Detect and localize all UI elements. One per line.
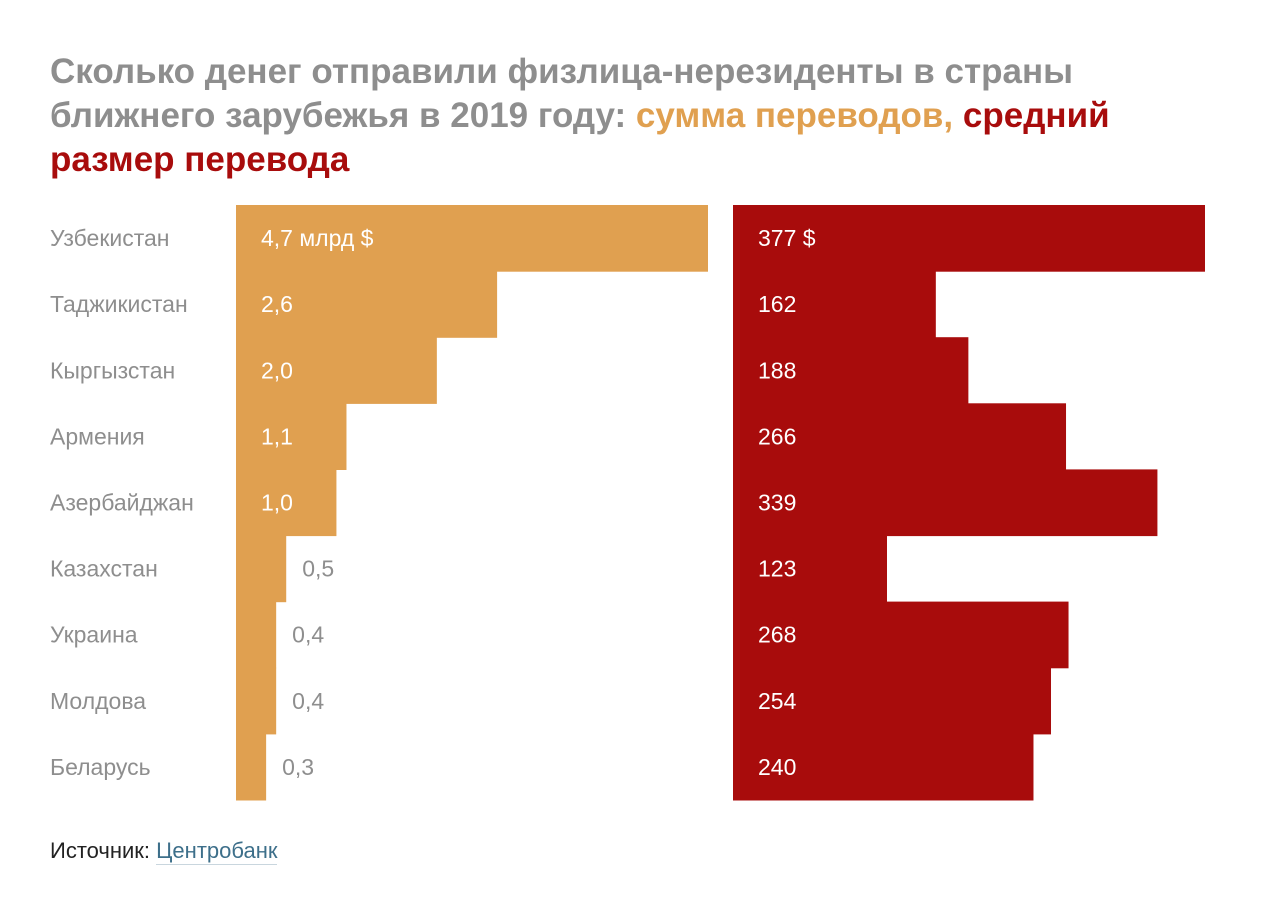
category-label: Кыргызстан — [50, 357, 175, 383]
category-label: Украина — [50, 622, 138, 648]
average-bar — [733, 733, 1034, 801]
average-bar — [733, 601, 1069, 669]
average-value-label: 123 — [758, 556, 796, 582]
average-value-label: 268 — [758, 622, 796, 648]
amount-value-label: 1,1 — [261, 423, 293, 449]
average-bar — [733, 271, 936, 338]
average-value-label: 188 — [758, 357, 796, 383]
average-value-label: 240 — [758, 754, 796, 780]
average-value-label: 266 — [758, 423, 796, 449]
category-label: Армения — [50, 423, 145, 449]
amount-value-label: 2,6 — [261, 291, 293, 317]
average-bar — [733, 403, 1067, 470]
category-label: Беларусь — [50, 754, 151, 780]
amount-bar — [236, 535, 287, 603]
source-label: Источник: — [50, 838, 157, 863]
amount-value-label: 0,4 — [292, 622, 324, 648]
title-series-average: средний размер перевода — [50, 96, 1110, 179]
title-main: Сколько денег отправили физлица-нерезиде… — [50, 52, 1074, 135]
amount-bar — [236, 271, 498, 338]
amount-value-label: 0,5 — [302, 556, 334, 582]
title-series-amount: сумма переводов, — [635, 96, 954, 135]
average-value-label: 377 $ — [758, 225, 816, 251]
category-label: Таджикистан — [50, 291, 188, 317]
amount-bar — [236, 337, 437, 404]
category-label: Азербайджан — [50, 489, 194, 515]
amount-value-label: 0,3 — [282, 754, 314, 780]
average-bar — [733, 205, 1205, 272]
average-bar — [733, 667, 1052, 735]
amount-bar — [236, 733, 267, 801]
category-label: Узбекистан — [50, 225, 170, 251]
amount-bar — [236, 403, 347, 470]
average-bar — [733, 337, 969, 404]
amount-value-label: 1,0 — [261, 489, 293, 515]
amount-bar — [236, 469, 337, 537]
amount-bar — [236, 601, 277, 669]
category-label: Молдова — [50, 688, 146, 714]
source-link[interactable]: Центробанк — [156, 838, 278, 865]
amount-value-label: 0,4 — [292, 688, 324, 714]
average-value-label: 339 — [758, 489, 796, 515]
average-value-label: 162 — [758, 291, 796, 317]
chart-title: Сколько денег отправили физлица-нерезиде… — [50, 50, 1230, 182]
source-note: Источник: Центробанк — [50, 838, 278, 865]
average-bar — [733, 535, 887, 603]
amount-bar — [236, 205, 708, 272]
amount-bar — [236, 667, 277, 735]
average-value-label: 254 — [758, 688, 797, 714]
category-label: Казахстан — [50, 556, 158, 582]
average-bar — [733, 469, 1158, 537]
amount-value-label: 4,7 млрд $ — [261, 225, 374, 251]
amount-value-label: 2,0 — [261, 357, 293, 383]
